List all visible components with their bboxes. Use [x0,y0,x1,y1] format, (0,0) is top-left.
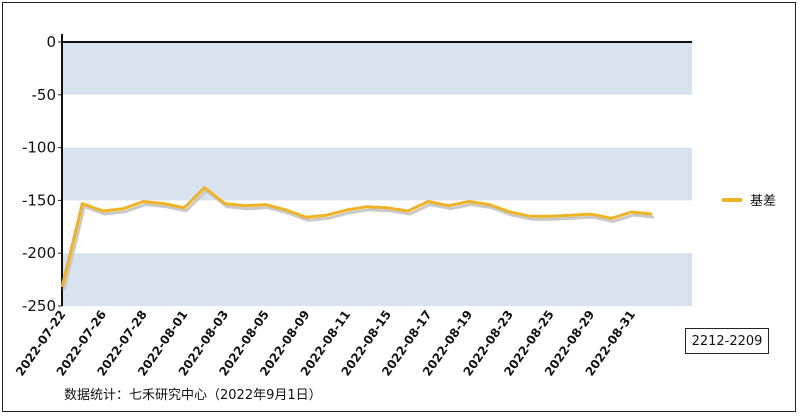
grid-bands [62,42,692,306]
grid-band [62,42,692,95]
contract-code-label: 2212-2209 [691,333,763,349]
x-axis-ticks: 2022-07-222022-07-262022-07-282022-08-01… [13,308,638,379]
legend: 基差 [722,194,776,209]
grid-band [62,253,692,306]
y-tick-label: -200 [22,244,56,262]
y-tick-label: 0 [46,33,56,51]
series-line [60,186,653,288]
y-tick-label: -100 [22,139,56,157]
y-axis-ticks: 0 -50 -100 -150 -200 -250 [22,33,62,315]
source-note: 数据统计：七禾研究中心（2022年9月1日） [64,388,322,403]
y-tick-label: -250 [22,297,56,315]
series-shadow [62,189,655,291]
grid-band [62,147,692,201]
contract-code-box: 2212-2209 [685,328,769,354]
axes [61,34,692,306]
legend-label: 基差 [750,194,776,209]
y-tick-label: -150 [22,191,56,209]
series-layer [60,186,655,291]
y-tick-label: -50 [32,86,57,104]
